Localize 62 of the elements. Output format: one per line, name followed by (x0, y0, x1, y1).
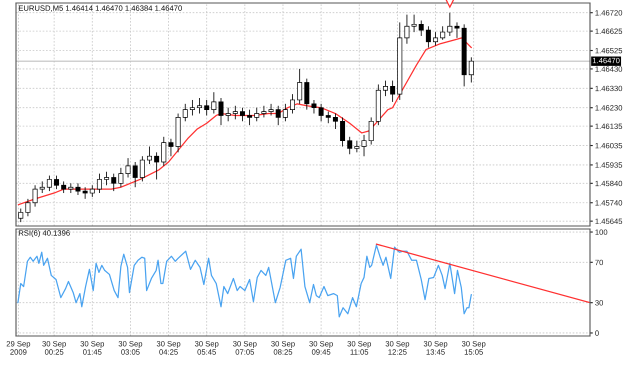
candlestick (104, 171, 110, 186)
candlestick (46, 175, 52, 192)
candlestick (318, 103, 324, 122)
candlestick (68, 182, 74, 194)
candlestick (368, 116, 374, 145)
candlestick (168, 138, 174, 157)
candlestick (454, 22, 460, 38)
candlestick (54, 175, 60, 190)
candlestick (261, 105, 266, 118)
candlestick (190, 100, 195, 116)
candlestick (211, 92, 216, 114)
candlestick (154, 152, 160, 180)
candlestick (347, 136, 352, 155)
candlestick (426, 26, 431, 48)
candlestick (161, 136, 166, 166)
candlestick (240, 107, 245, 122)
candlestick (118, 167, 124, 188)
candlestick (326, 111, 331, 124)
candlestick (232, 105, 238, 120)
candlestick (362, 134, 367, 157)
candlestick (412, 14, 417, 33)
candlestick (82, 186, 88, 200)
candlestick (146, 146, 152, 164)
candlestick (75, 182, 80, 196)
line-series (18, 37, 472, 206)
candlestick (297, 68, 302, 104)
candlestick (111, 173, 116, 192)
candlestick (126, 158, 131, 178)
candlestick (61, 180, 66, 194)
candlestick (204, 100, 210, 116)
candlestick (182, 103, 188, 122)
candlestick (32, 184, 38, 208)
candlestick (140, 156, 145, 182)
candlestick (382, 80, 388, 96)
candlestick (276, 105, 281, 126)
line-series (17, 244, 472, 318)
candlestick (40, 180, 45, 194)
candlestick (197, 98, 202, 114)
candlestick (354, 140, 360, 153)
candlestick (254, 107, 260, 122)
candlestick (433, 32, 438, 46)
candlestick (340, 116, 346, 147)
candlestick (404, 14, 410, 44)
candlestick (25, 198, 30, 217)
candlestick (247, 109, 252, 126)
candlestick (132, 162, 138, 188)
candlestick (18, 208, 24, 223)
candlestick (268, 103, 274, 116)
candlestick (447, 12, 452, 36)
candlestick (304, 78, 310, 110)
candlestick (332, 113, 338, 130)
candlestick (290, 94, 296, 114)
candlestick (218, 98, 224, 126)
candlestick (390, 80, 396, 102)
candlestick (468, 56, 474, 83)
candlestick (96, 173, 102, 194)
candlestick (282, 103, 288, 122)
candlestick (418, 20, 424, 36)
candlestick (226, 107, 231, 122)
candlestick (311, 100, 316, 114)
candlestick (90, 184, 95, 198)
candlestick (440, 26, 446, 40)
